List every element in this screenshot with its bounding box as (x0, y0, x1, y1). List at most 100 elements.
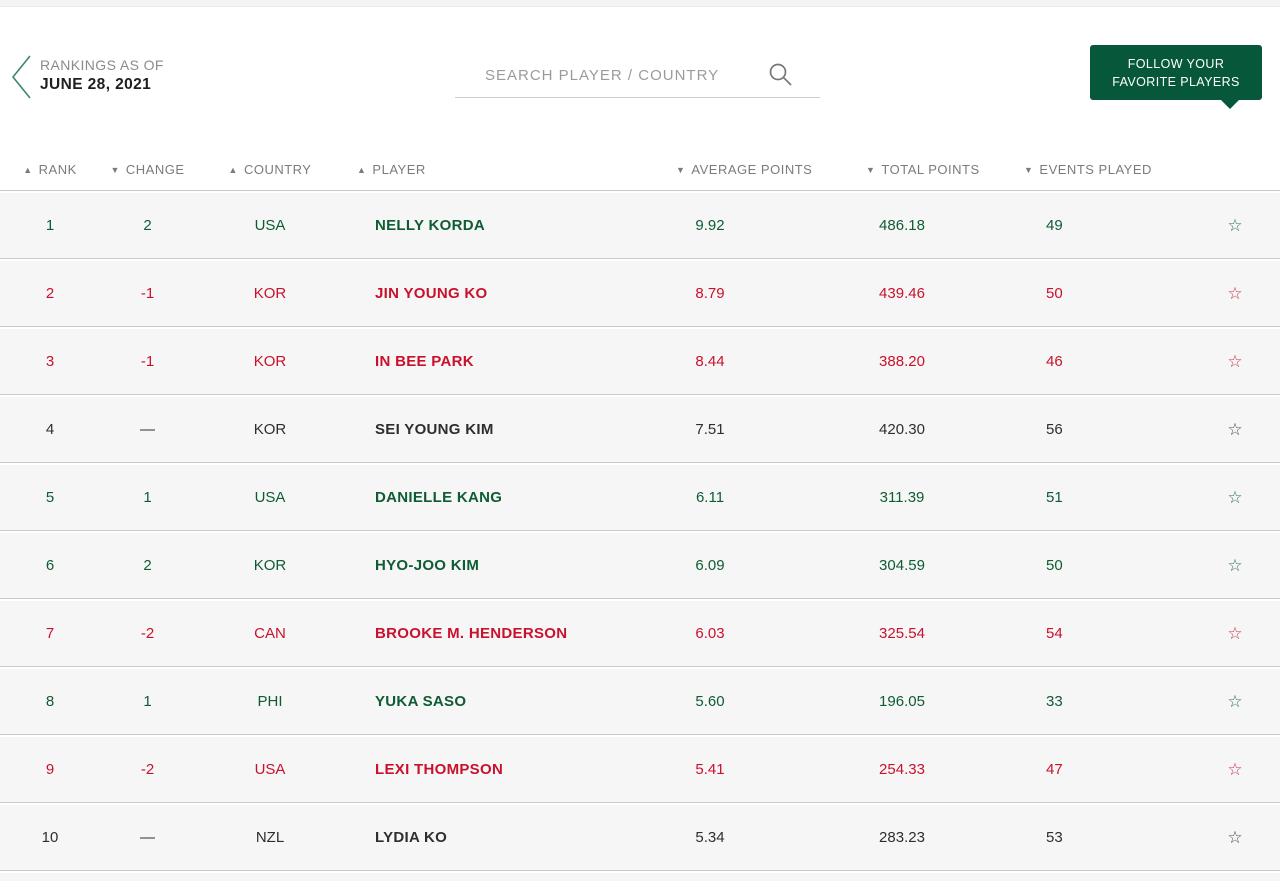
average-points-cell: 8.44 (640, 353, 780, 370)
table-row[interactable]: 6 2 KOR HYO-JOO KIM 6.09 304.59 50 ☆ (0, 533, 1280, 599)
search-icon[interactable] (768, 62, 794, 93)
average-points-cell: 8.79 (640, 285, 780, 302)
rankings-as-of: RANKINGS AS OF JUNE 28, 2021 (40, 57, 164, 94)
total-points-cell: 388.20 (780, 353, 1024, 370)
favorite-star-icon[interactable]: ☆ (1227, 829, 1242, 846)
rank-cell: 2 (0, 285, 100, 302)
sort-desc-icon: ▼ (866, 165, 875, 175)
rank-cell: 3 (0, 353, 100, 370)
follow-button-line2: FAVORITE PLAYERS (1112, 75, 1240, 89)
total-points-cell: 283.23 (780, 829, 1024, 846)
player-name[interactable]: LEXI THOMPSON (345, 761, 640, 778)
sort-desc-icon: ▼ (1024, 165, 1033, 175)
header-events-played[interactable]: ▼EVENTS PLAYED (1024, 162, 1190, 177)
events-played-cell: 49 (1024, 217, 1190, 234)
total-points-cell: 304.59 (780, 557, 1024, 574)
total-points-cell: 420.30 (780, 421, 1024, 438)
average-points-cell: 6.09 (640, 557, 780, 574)
total-points-cell: 439.46 (780, 285, 1024, 302)
header-total-points[interactable]: ▼TOTAL POINTS (780, 162, 1024, 177)
change-cell: 1 (100, 693, 195, 710)
events-played-cell: 33 (1024, 693, 1190, 710)
header-change[interactable]: ▼CHANGE (100, 162, 195, 177)
rank-cell: 6 (0, 557, 100, 574)
favorite-star-icon[interactable]: ☆ (1227, 285, 1242, 302)
sort-asc-icon: ▲ (229, 165, 238, 175)
player-name[interactable]: YUKA SASO (345, 693, 640, 710)
average-points-cell: 9.92 (640, 217, 780, 234)
search-box (455, 56, 820, 98)
average-points-cell: 6.11 (640, 489, 780, 506)
events-played-cell: 53 (1024, 829, 1190, 846)
header-player[interactable]: ▲PLAYER (345, 162, 640, 177)
country-cell: NZL (195, 829, 345, 846)
country-cell: CAN (195, 625, 345, 642)
favorite-star-icon[interactable]: ☆ (1227, 761, 1242, 778)
follow-favorite-players-button[interactable]: FOLLOW YOUR FAVORITE PLAYERS (1090, 45, 1262, 100)
player-name[interactable]: DANIELLE KANG (345, 489, 640, 506)
change-cell: -2 (100, 625, 195, 642)
table-row[interactable]: 1 2 USA NELLY KORDA 9.92 486.18 49 ☆ (0, 193, 1280, 259)
total-points-cell: 311.39 (780, 489, 1024, 506)
table-row[interactable]: 4 — KOR SEI YOUNG KIM 7.51 420.30 56 ☆ (0, 397, 1280, 463)
rankings-table: ▲RANK ▼CHANGE ▲COUNTRY ▲PLAYER ▼AVERAGE … (0, 158, 1280, 881)
favorite-star-icon[interactable]: ☆ (1227, 625, 1242, 642)
player-name[interactable]: NELLY KORDA (345, 217, 640, 234)
sort-asc-icon: ▲ (23, 165, 32, 175)
country-cell: USA (195, 489, 345, 506)
favorite-star-icon[interactable]: ☆ (1227, 693, 1242, 710)
top-divider (0, 0, 1280, 7)
player-name[interactable]: IN BEE PARK (345, 353, 640, 370)
table-body: 1 2 USA NELLY KORDA 9.92 486.18 49 ☆ 2 -… (0, 190, 1280, 881)
table-row[interactable]: 3 -1 KOR IN BEE PARK 8.44 388.20 46 ☆ (0, 329, 1280, 395)
country-cell: PHI (195, 693, 345, 710)
favorite-star-icon[interactable]: ☆ (1227, 421, 1242, 438)
rank-cell: 10 (0, 829, 100, 846)
table-row[interactable]: 2 -1 KOR JIN YOUNG KO 8.79 439.46 50 ☆ (0, 261, 1280, 327)
sort-desc-icon: ▼ (110, 165, 119, 175)
sort-desc-icon: ▼ (676, 165, 685, 175)
rankings-date: JUNE 28, 2021 (40, 76, 164, 94)
events-played-cell: 56 (1024, 421, 1190, 438)
follow-button-line1: FOLLOW YOUR (1128, 57, 1225, 71)
table-row[interactable]: 10 — NZL LYDIA KO 5.34 283.23 53 ☆ (0, 805, 1280, 871)
player-name[interactable]: HYO-JOO KIM (345, 557, 640, 574)
average-points-cell: 7.51 (640, 421, 780, 438)
country-cell: KOR (195, 557, 345, 574)
back-chevron-icon[interactable] (10, 54, 32, 105)
country-cell: KOR (195, 353, 345, 370)
player-name[interactable]: LYDIA KO (345, 829, 640, 846)
change-cell: 1 (100, 489, 195, 506)
change-cell: — (100, 421, 195, 438)
player-name[interactable]: JIN YOUNG KO (345, 285, 640, 302)
favorite-star-icon[interactable]: ☆ (1227, 217, 1242, 234)
events-played-cell: 51 (1024, 489, 1190, 506)
total-points-cell: 196.05 (780, 693, 1024, 710)
header-country[interactable]: ▲COUNTRY (195, 162, 345, 177)
table-row[interactable]: 7 -2 CAN BROOKE M. HENDERSON 6.03 325.54… (0, 601, 1280, 667)
table-row[interactable]: 8 1 PHI YUKA SASO 5.60 196.05 33 ☆ (0, 669, 1280, 735)
header-average-points[interactable]: ▼AVERAGE POINTS (640, 162, 780, 177)
search-input[interactable] (483, 60, 767, 90)
favorite-star-icon[interactable]: ☆ (1227, 489, 1242, 506)
player-name[interactable]: SEI YOUNG KIM (345, 421, 640, 438)
change-cell: -1 (100, 285, 195, 302)
table-row-partial (0, 873, 1280, 881)
country-cell: KOR (195, 421, 345, 438)
favorite-star-icon[interactable]: ☆ (1227, 557, 1242, 574)
table-row[interactable]: 9 -2 USA LEXI THOMPSON 5.41 254.33 47 ☆ (0, 737, 1280, 803)
events-played-cell: 50 (1024, 285, 1190, 302)
player-name[interactable]: BROOKE M. HENDERSON (345, 625, 640, 642)
average-points-cell: 6.03 (640, 625, 780, 642)
table-row[interactable]: 5 1 USA DANIELLE KANG 6.11 311.39 51 ☆ (0, 465, 1280, 531)
events-played-cell: 54 (1024, 625, 1190, 642)
country-cell: USA (195, 761, 345, 778)
header-rank[interactable]: ▲RANK (0, 162, 100, 177)
average-points-cell: 5.41 (640, 761, 780, 778)
rank-cell: 5 (0, 489, 100, 506)
change-cell: 2 (100, 557, 195, 574)
sort-asc-icon: ▲ (357, 165, 366, 175)
rank-cell: 1 (0, 217, 100, 234)
change-cell: 2 (100, 217, 195, 234)
favorite-star-icon[interactable]: ☆ (1227, 353, 1242, 370)
